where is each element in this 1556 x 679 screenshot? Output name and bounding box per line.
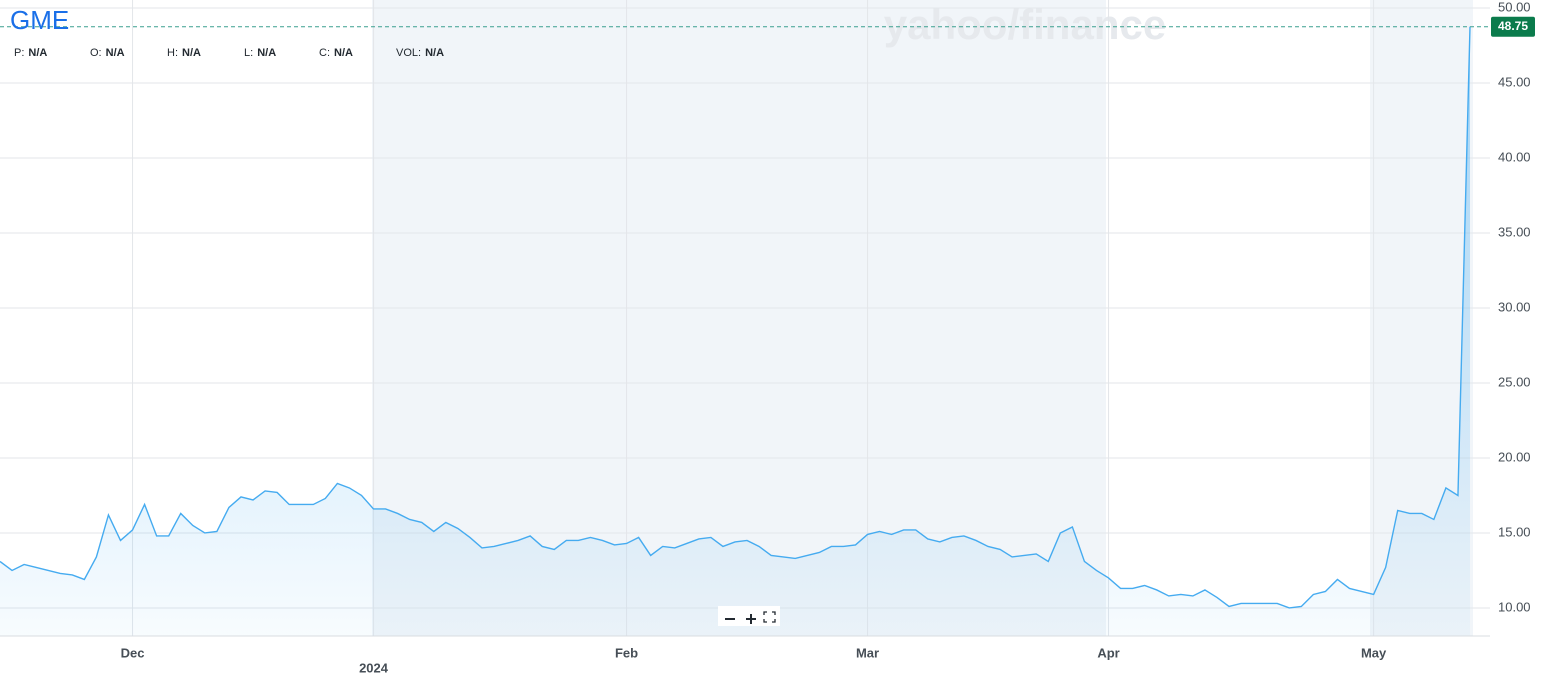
last-price-badge — [1491, 16, 1535, 37]
watermark: yahoo/finance — [884, 1, 1166, 48]
x-tick-label: May — [1361, 645, 1387, 660]
x-tick-label: Feb — [615, 645, 638, 660]
area — [0, 26, 1470, 636]
info-value: N/A — [425, 47, 444, 59]
info-label: L: — [244, 47, 253, 59]
info-label: C: — [319, 47, 330, 59]
y-tick-label: 10.00 — [1498, 599, 1531, 614]
y-tick-label: 15.00 — [1498, 524, 1531, 539]
price-line — [0, 26, 1471, 609]
y-tick-label: 20.00 — [1498, 449, 1531, 464]
info-value: N/A — [28, 47, 47, 59]
y-tick-label: 50.00 — [1498, 0, 1531, 14]
last-price-label: 48.75 — [1498, 19, 1528, 33]
info-label: P: — [14, 47, 24, 59]
info-label: VOL: — [396, 47, 421, 59]
info-value: N/A — [106, 47, 125, 59]
y-tick-label: 35.00 — [1498, 224, 1531, 239]
y-tick-label: 30.00 — [1498, 299, 1531, 314]
period-band — [372, 0, 1106, 636]
zoom-controls — [718, 606, 780, 626]
fullscreen-button[interactable] — [763, 611, 776, 623]
zoom-out-button[interactable] — [722, 609, 738, 625]
chart-title: GME — [10, 5, 69, 35]
x-tick-label: Dec — [121, 645, 145, 660]
x-tick-label: Mar — [856, 645, 879, 660]
x-tick-label: Apr — [1097, 645, 1119, 660]
info-value: N/A — [182, 47, 201, 59]
info-value: N/A — [257, 47, 276, 59]
y-tick-label: 45.00 — [1498, 74, 1531, 89]
x-tick-label: 2024 — [359, 660, 389, 675]
info-value: N/A — [334, 47, 353, 59]
y-tick-label: 40.00 — [1498, 149, 1531, 164]
y-tick-label: 25.00 — [1498, 374, 1531, 389]
info-label: H: — [167, 47, 178, 59]
zoom-in-button[interactable] — [743, 609, 759, 625]
background-bands — [372, 0, 1473, 636]
info-label: O: — [90, 47, 102, 59]
